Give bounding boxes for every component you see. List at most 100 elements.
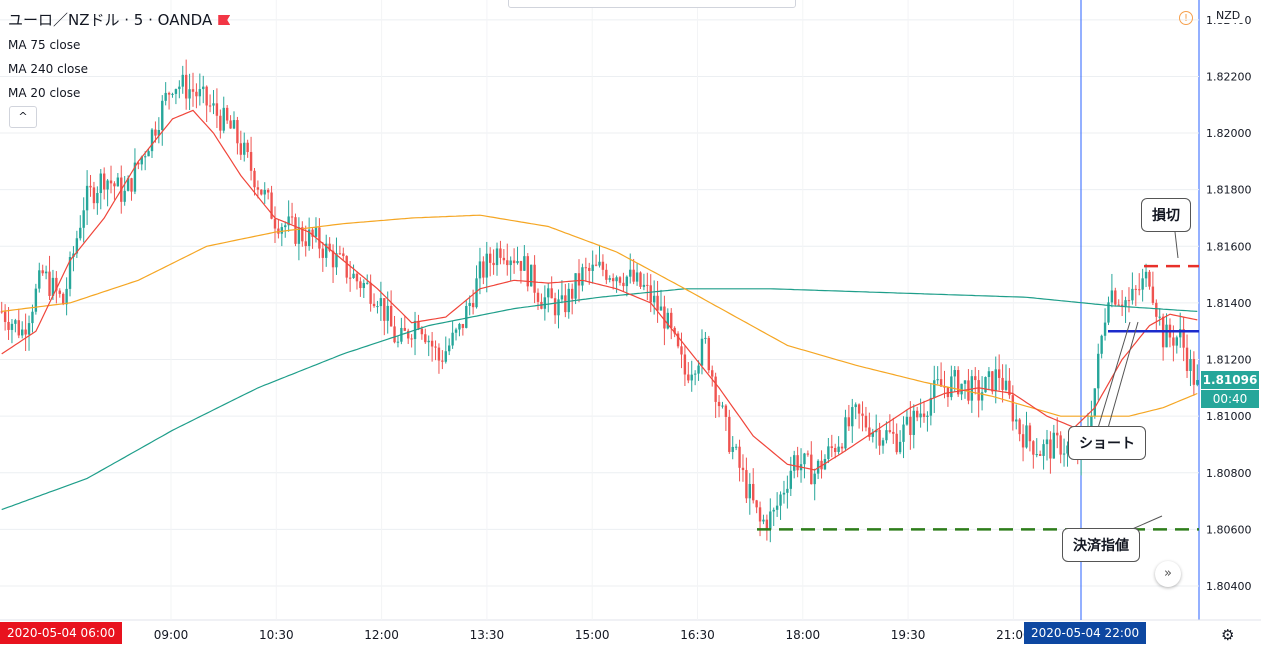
candle-body bbox=[256, 187, 260, 190]
candle-body bbox=[485, 253, 488, 278]
candle-body bbox=[198, 89, 202, 97]
candle-body bbox=[704, 337, 707, 339]
candle-body bbox=[492, 262, 495, 266]
candle-body bbox=[386, 305, 389, 321]
scroll-forward-button[interactable]: » bbox=[1155, 561, 1181, 587]
candle-body bbox=[495, 248, 499, 266]
candle-body bbox=[171, 93, 174, 95]
candle-body bbox=[680, 346, 683, 355]
candle-body bbox=[1182, 329, 1185, 348]
candle-body bbox=[857, 404, 861, 414]
stop-loss-callout[interactable]: 損切 bbox=[1141, 198, 1191, 232]
candle-body bbox=[516, 261, 519, 264]
candle-body bbox=[618, 277, 622, 283]
candle-body bbox=[273, 218, 277, 229]
candle-body bbox=[417, 320, 420, 329]
candle-body bbox=[547, 288, 550, 298]
warning-icon[interactable]: ! bbox=[1179, 11, 1193, 25]
candle-body bbox=[157, 129, 161, 136]
candle-body bbox=[1155, 302, 1158, 317]
candle-body bbox=[1131, 288, 1134, 301]
candle-body bbox=[191, 89, 195, 92]
candle-body bbox=[567, 288, 570, 313]
toolbar-tab[interactable] bbox=[508, 0, 796, 8]
candle-body bbox=[437, 347, 441, 361]
candle-body bbox=[222, 107, 225, 131]
candle-body bbox=[253, 170, 256, 188]
candle-body bbox=[236, 120, 239, 144]
candle-body bbox=[116, 177, 120, 187]
candle-body bbox=[290, 216, 294, 218]
candle-body bbox=[765, 519, 769, 530]
candle-body bbox=[840, 446, 844, 449]
collapse-button[interactable]: ^ bbox=[9, 106, 37, 128]
candle-body bbox=[933, 380, 936, 398]
candle-body bbox=[366, 282, 369, 284]
candle-body bbox=[229, 120, 232, 129]
candle-body bbox=[188, 89, 191, 99]
indicator-ma20[interactable]: MA 20 close bbox=[8, 86, 81, 100]
candle-body bbox=[1189, 358, 1192, 371]
candle-body bbox=[352, 273, 355, 279]
candle-body bbox=[99, 173, 102, 194]
candle-body bbox=[1196, 380, 1199, 385]
candle-body bbox=[690, 374, 693, 381]
candle-body bbox=[126, 178, 130, 191]
candle-body bbox=[424, 334, 427, 343]
candle-body bbox=[471, 303, 475, 308]
y-tick-label: 1.81200 bbox=[1206, 354, 1252, 367]
candle-body bbox=[888, 430, 892, 432]
candle-body bbox=[929, 397, 933, 416]
candle-body bbox=[284, 225, 287, 228]
candle-body bbox=[434, 346, 437, 348]
candle-body bbox=[789, 470, 792, 489]
candle-body bbox=[851, 407, 854, 427]
y-tick-label: 1.80400 bbox=[1206, 580, 1252, 593]
candle-body bbox=[232, 120, 236, 129]
candle-body bbox=[195, 91, 198, 97]
candle-body bbox=[608, 278, 611, 280]
x-tick-label: 15:00 bbox=[575, 628, 610, 642]
candle-body bbox=[649, 285, 652, 303]
candle-body bbox=[526, 256, 529, 287]
candle-body bbox=[724, 405, 728, 417]
candle-body bbox=[895, 433, 898, 453]
ma75-line bbox=[1, 214, 1198, 417]
price-axis[interactable] bbox=[1199, 0, 1261, 656]
candle-body bbox=[68, 257, 72, 289]
candle-body bbox=[96, 193, 99, 204]
candle-body bbox=[758, 507, 762, 522]
indicator-ma75[interactable]: MA 75 close bbox=[8, 38, 81, 52]
candle-body bbox=[14, 320, 17, 324]
candle-body bbox=[912, 410, 915, 435]
candle-body bbox=[1090, 415, 1093, 428]
candle-body bbox=[772, 509, 775, 512]
date-label-left: 2020-05-04 06:00 bbox=[0, 622, 123, 644]
candle-body bbox=[270, 192, 273, 219]
currency-label: NZD bbox=[1212, 8, 1245, 23]
gear-icon[interactable]: ⚙ bbox=[1221, 626, 1235, 644]
candle-body bbox=[1100, 335, 1103, 354]
candle-body bbox=[65, 288, 68, 305]
candle-body bbox=[1049, 439, 1052, 459]
y-tick-label: 1.82000 bbox=[1206, 127, 1252, 140]
x-tick-label: 12:00 bbox=[364, 628, 399, 642]
candle-body bbox=[560, 295, 564, 300]
countdown-tag: 00:40 bbox=[1201, 390, 1259, 408]
candle-body bbox=[263, 189, 266, 195]
candle-body bbox=[741, 467, 745, 471]
candle-body bbox=[82, 210, 85, 228]
candle-body bbox=[827, 446, 830, 459]
candle-body bbox=[208, 105, 212, 107]
candle-body bbox=[874, 429, 878, 433]
candle-body bbox=[478, 261, 482, 279]
short-entry-callout[interactable]: ショート bbox=[1068, 426, 1146, 460]
indicator-ma240[interactable]: MA 240 close bbox=[8, 62, 89, 76]
candle-body bbox=[919, 413, 922, 418]
candle-body bbox=[345, 256, 348, 278]
take-profit-callout[interactable]: 決済指値 bbox=[1062, 528, 1140, 562]
candle-body bbox=[7, 321, 10, 330]
candle-body bbox=[591, 264, 594, 271]
candle-body bbox=[328, 243, 331, 251]
